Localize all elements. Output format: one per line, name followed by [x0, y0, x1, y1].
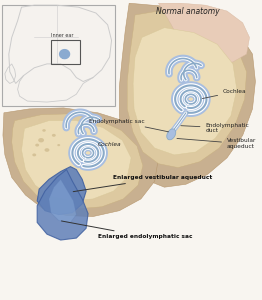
Polygon shape: [133, 28, 237, 155]
Text: Enlarged endolymphatic sac: Enlarged endolymphatic sac: [62, 221, 192, 239]
Text: Cochlea: Cochlea: [202, 89, 247, 98]
Polygon shape: [3, 108, 159, 217]
Ellipse shape: [52, 134, 56, 137]
Polygon shape: [159, 3, 249, 64]
Ellipse shape: [45, 148, 50, 152]
Ellipse shape: [32, 153, 36, 156]
Text: Vestibular
aqueduct: Vestibular aqueduct: [177, 138, 256, 149]
Text: Endolymphatic
duct: Endolymphatic duct: [181, 123, 249, 134]
Text: Cochlea: Cochlea: [98, 142, 122, 147]
Ellipse shape: [167, 129, 176, 140]
Polygon shape: [12, 114, 143, 209]
Ellipse shape: [35, 144, 39, 147]
Text: Enlarged vestibular aqueduct: Enlarged vestibular aqueduct: [73, 176, 212, 192]
FancyBboxPatch shape: [2, 5, 116, 106]
Text: Inner ear: Inner ear: [51, 33, 73, 38]
Polygon shape: [127, 11, 247, 168]
Polygon shape: [49, 179, 76, 222]
Ellipse shape: [42, 129, 46, 132]
Text: Endolymphatic sac: Endolymphatic sac: [89, 118, 168, 132]
Polygon shape: [21, 121, 131, 201]
Ellipse shape: [57, 144, 60, 146]
Polygon shape: [119, 3, 255, 187]
Polygon shape: [37, 169, 88, 240]
Ellipse shape: [38, 138, 44, 142]
Text: Normal anatomy: Normal anatomy: [156, 7, 220, 16]
Polygon shape: [37, 167, 86, 214]
